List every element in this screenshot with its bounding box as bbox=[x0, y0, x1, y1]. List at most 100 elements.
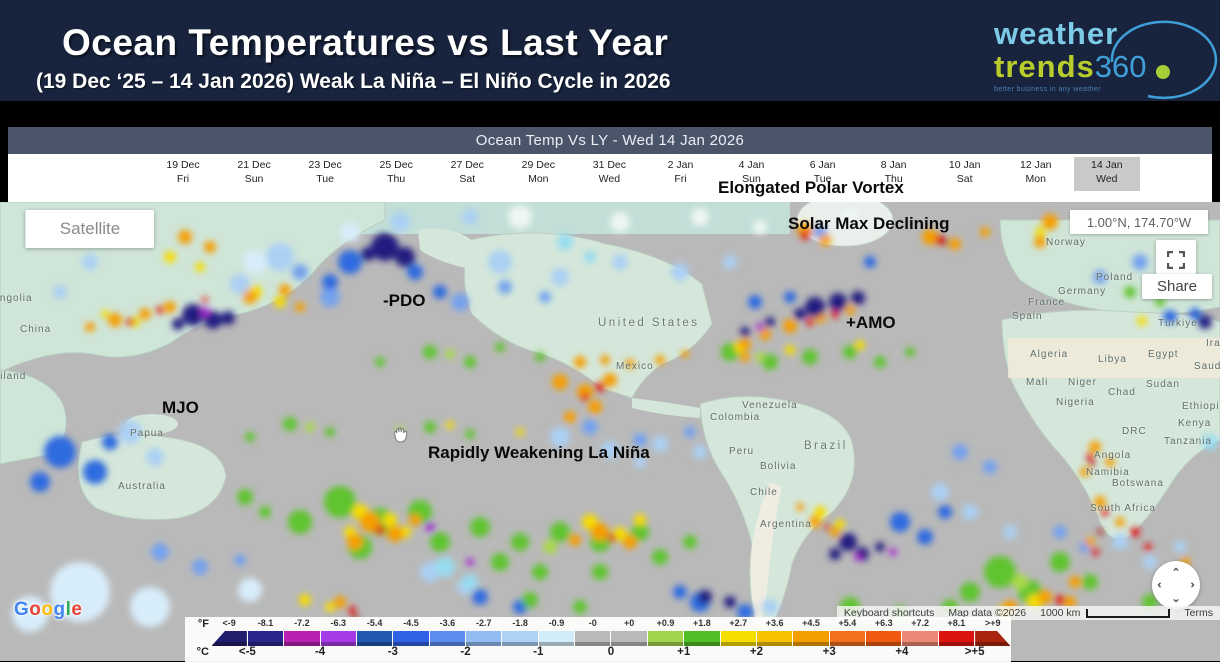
country-label: Thailand bbox=[0, 371, 27, 382]
legend-color-block bbox=[684, 631, 720, 646]
legend-f-label: +0.9 bbox=[656, 618, 675, 628]
country-label: Saudi bbox=[1194, 361, 1220, 372]
legend-f-label: +7.2 bbox=[911, 618, 929, 628]
map-canvas[interactable] bbox=[0, 202, 1220, 661]
timeline-date-29-dec[interactable]: 29 Dec Mon bbox=[521, 159, 555, 185]
logo-word-trends: trends bbox=[994, 48, 1095, 84]
country-label: Mali bbox=[1026, 377, 1049, 388]
map-annotation: Rapidly Weakening La Niña bbox=[428, 443, 650, 462]
timeline-date-12-jan[interactable]: 12 Jan Mon bbox=[1019, 159, 1052, 185]
timeline-date-10-jan[interactable]: 10 Jan Sat bbox=[948, 159, 981, 185]
country-label: France bbox=[1028, 297, 1066, 308]
legend-color-block bbox=[356, 631, 393, 646]
legend-f-label: >+9 bbox=[985, 618, 1001, 628]
country-label: Türkiye bbox=[1158, 318, 1198, 329]
country-label: Argentina bbox=[760, 519, 812, 530]
country-label: Sudan bbox=[1146, 379, 1180, 390]
map-data-label: Map data ©2026 bbox=[941, 606, 1034, 620]
keyboard-shortcuts-link[interactable]: Keyboard shortcuts bbox=[836, 606, 942, 620]
legend-color-block bbox=[938, 631, 975, 646]
legend-f-label: -2.7 bbox=[475, 618, 492, 628]
legend-color-block bbox=[393, 631, 429, 646]
page-subtitle: (19 Dec ‘25 – 14 Jan 2026) Weak La Niña … bbox=[36, 70, 671, 93]
country-label: Poland bbox=[1096, 272, 1134, 283]
country-label: Venezuela bbox=[742, 400, 798, 411]
legend-f-label: -1.8 bbox=[512, 618, 528, 628]
map-type-satellite-button[interactable]: Satellite bbox=[25, 210, 154, 248]
map-type-control: Map Satellite bbox=[25, 210, 154, 248]
timeline-date-6-jan[interactable]: 6 Jan Tue bbox=[809, 159, 836, 185]
page-title: Ocean Temperatures vs Last Year bbox=[62, 22, 669, 63]
timeline-date-14-jan[interactable]: 14 Jan Wed bbox=[1073, 157, 1140, 191]
country-label: Angola bbox=[1094, 450, 1132, 461]
map-annotation: +AMO bbox=[846, 313, 896, 332]
timeline-date-21-dec[interactable]: 21 Dec Sun bbox=[237, 159, 271, 185]
terms-link[interactable]: Terms bbox=[1177, 606, 1220, 620]
legend-f-label: +3.6 bbox=[765, 618, 784, 628]
country-label: Kenya bbox=[1178, 418, 1212, 429]
country-label: Brazil bbox=[804, 440, 848, 452]
map-title-bar: Ocean Temp Vs LY - Wed 14 Jan 2026 bbox=[8, 127, 1212, 154]
legend-color-block bbox=[538, 631, 575, 646]
legend-f-label: -8.1 bbox=[257, 618, 274, 628]
timeline-date-27-dec[interactable]: 27 Dec Sat bbox=[450, 159, 484, 185]
timeline-date-25-dec[interactable]: 25 Dec Thu bbox=[379, 159, 413, 185]
legend-color-block bbox=[902, 631, 938, 646]
weathertrends360-logo: weather trends 360 better business in an… bbox=[994, 18, 1218, 100]
map-scale: 1000 km bbox=[1033, 606, 1178, 620]
timeline-date-23-dec[interactable]: 23 Dec Tue bbox=[308, 159, 342, 185]
timeline-date-4-jan[interactable]: 4 Jan Sun bbox=[738, 159, 765, 185]
map-annotation: Elongated Polar Vortex bbox=[718, 178, 904, 197]
legend-f-label: +0 bbox=[624, 618, 635, 628]
map-scale-bar bbox=[1086, 608, 1171, 618]
country-label: Australia bbox=[118, 481, 166, 492]
legend-color-block bbox=[793, 631, 829, 646]
legend-c-label: +4 bbox=[895, 646, 909, 658]
logo-tagline: better business in any weather bbox=[994, 85, 1101, 93]
country-label: Chile bbox=[750, 487, 778, 498]
legend-f-label: -0 bbox=[588, 618, 597, 628]
fullscreen-button[interactable] bbox=[1156, 240, 1196, 280]
country-label: Iran bbox=[1206, 338, 1220, 349]
country-label: Algeria bbox=[1030, 349, 1069, 360]
pan-control[interactable]: ⌃ ⌃ ⌃ ⌃ bbox=[1152, 561, 1200, 609]
legend-f-label: +6.3 bbox=[874, 618, 893, 628]
country-label: Norway bbox=[1046, 237, 1086, 248]
timeline-date-31-dec[interactable]: 31 Dec Wed bbox=[592, 159, 627, 185]
timeline-date-2-jan[interactable]: 2 Jan Fri bbox=[667, 159, 694, 185]
date-strip: 19 Dec Fri 21 Dec Sun 23 Dec Tue 25 Dec Thu 27 D… bbox=[150, 157, 1140, 191]
country-label: China bbox=[20, 324, 52, 335]
share-button[interactable]: Share bbox=[1142, 274, 1212, 299]
legend-f-label: +8.1 bbox=[947, 618, 966, 628]
map-viewport[interactable]: Map Satellite 1.00°N, 174.70°W Share ⌃ ⌃… bbox=[0, 202, 1220, 661]
country-label: Libya bbox=[1098, 354, 1127, 365]
pan-left-icon[interactable]: ⌃ bbox=[1157, 580, 1170, 590]
legend-c-label: 0 bbox=[607, 646, 615, 658]
legend-f-label: -5.4 bbox=[366, 618, 383, 628]
legend-color-block bbox=[611, 631, 647, 646]
timeline-date-19-dec[interactable]: 19 Dec Fri bbox=[166, 159, 200, 185]
timeline-date-8-jan[interactable]: 8 Jan Thu bbox=[880, 159, 907, 185]
map-scale-label: 1000 km bbox=[1040, 607, 1081, 619]
country-label: Mexico bbox=[616, 361, 654, 372]
country-label: Peru bbox=[729, 446, 755, 457]
google-logo[interactable]: Google bbox=[14, 599, 83, 620]
legend-color-block bbox=[320, 631, 356, 646]
pan-up-icon[interactable]: ⌃ bbox=[1171, 567, 1181, 579]
legend-c-label: -2 bbox=[460, 646, 471, 658]
map-annotation: MJO bbox=[162, 398, 199, 417]
pan-right-icon[interactable]: ⌃ bbox=[1182, 580, 1195, 590]
legend-color-block bbox=[975, 631, 1011, 646]
logo-word-360: 360 bbox=[1094, 48, 1147, 84]
country-label: United States bbox=[598, 317, 700, 329]
hand-cursor-icon bbox=[394, 427, 408, 443]
country-label: Papua bbox=[130, 428, 164, 439]
legend-c-label: +2 bbox=[749, 646, 763, 658]
pan-down-icon[interactable]: ⌃ bbox=[1171, 591, 1181, 603]
legend-color-block bbox=[211, 631, 247, 646]
legend-color-block bbox=[502, 631, 538, 646]
legend-f-label: -3.6 bbox=[439, 618, 456, 628]
legend-color-block bbox=[284, 631, 320, 646]
country-label: Mongolia bbox=[0, 293, 33, 304]
legend-f-label: +4.5 bbox=[802, 618, 820, 628]
